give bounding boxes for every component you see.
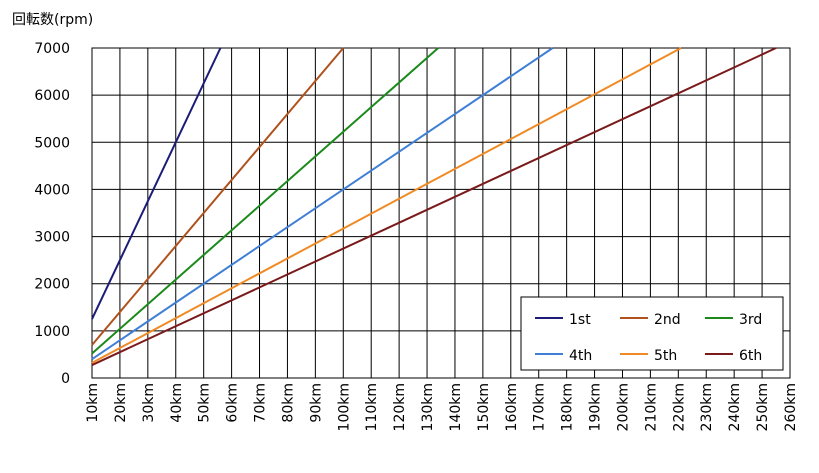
legend-label: 2nd: [654, 312, 681, 328]
series-line: [91, 47, 682, 364]
x-tick-label: 30km: [141, 383, 157, 423]
series-line: [91, 47, 439, 355]
x-tick-label: 100km: [336, 383, 352, 431]
x-tick-label: 250km: [755, 383, 771, 431]
plot-border: [91, 47, 791, 379]
y-tick-label: 0: [61, 371, 70, 387]
x-tick-label: 140km: [448, 383, 464, 431]
x-tick-label: 110km: [364, 383, 380, 431]
y-tick-label: 5000: [34, 135, 70, 151]
legend-label: 3rd: [739, 312, 762, 328]
legend-label: 4th: [569, 348, 592, 364]
x-tick-label: 260km: [783, 383, 799, 431]
x-tick-label: 80km: [280, 383, 296, 423]
legend-box: [520, 296, 784, 371]
x-tick-label: 130km: [420, 383, 436, 431]
series-line: [91, 47, 222, 320]
x-tick-label: 190km: [588, 383, 604, 431]
y-axis-label: 回転数(rpm): [12, 12, 93, 28]
x-tick-label: 220km: [671, 383, 687, 431]
x-tick-label: 230km: [699, 383, 715, 431]
x-tick-label: 20km: [113, 383, 129, 423]
y-tick-label: 6000: [34, 88, 70, 104]
x-tick-label: 150km: [476, 383, 492, 431]
x-tick-label: 40km: [169, 383, 185, 423]
x-tick-label: 200km: [615, 383, 631, 431]
x-tick-label: 10km: [85, 383, 101, 423]
series-line: [91, 47, 345, 346]
legend-label: 5th: [654, 348, 677, 364]
x-tick-label: 180km: [560, 383, 576, 431]
series-line: [91, 47, 554, 360]
y-tick-label: 1000: [34, 324, 70, 340]
y-tick-label: 2000: [34, 277, 70, 293]
x-tick-label: 170km: [532, 383, 548, 431]
legend-label: 6th: [739, 348, 762, 364]
legend-label: 1st: [569, 312, 591, 328]
x-tick-label: 120km: [392, 383, 408, 431]
x-tick-label: 160km: [504, 383, 520, 431]
y-tick-label: 4000: [34, 182, 70, 198]
x-tick-label: 50km: [197, 383, 213, 423]
x-tick-label: 240km: [727, 383, 743, 431]
x-tick-label: 90km: [308, 383, 324, 423]
y-tick-label: 3000: [34, 230, 70, 246]
series-line: [91, 47, 777, 366]
y-tick-label: 7000: [34, 41, 70, 57]
x-tick-label: 60km: [225, 383, 241, 423]
x-tick-label: 210km: [643, 383, 659, 431]
x-tick-label: 70km: [253, 383, 269, 423]
